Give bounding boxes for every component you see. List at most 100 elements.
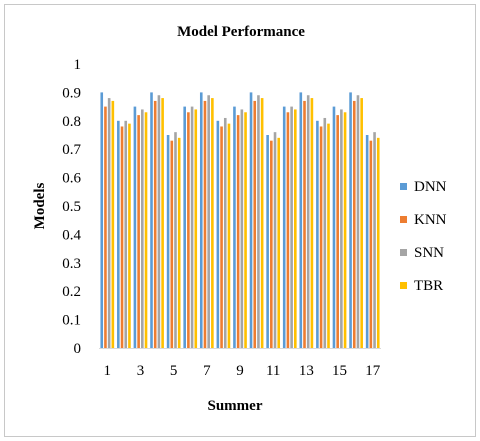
bar-tbr [111,100,115,348]
legend-swatch-knn [400,216,407,223]
bar-dnn [150,92,153,349]
bar-knn [170,140,174,348]
bar-snn [124,120,128,348]
legend-label-tbr: TBR [414,278,443,294]
bar-snn [107,98,111,348]
bar-snn [190,106,194,348]
bar-dnn [349,92,352,349]
bar-knn [104,106,107,348]
bar-snn [290,106,293,348]
bar-dnn [282,106,286,348]
bar-snn [323,117,327,349]
bar-tbr [343,112,347,348]
legend-label-knn: KNN [414,212,447,228]
y-tick-label: 0.2 [62,284,81,300]
bar-snn [223,117,227,349]
bar-knn [352,100,356,348]
y-tick-label: 1 [74,57,82,73]
chart-border [4,4,476,437]
bar-snn [306,95,310,349]
bar-tbr [310,98,314,348]
bar-dnn [166,135,170,348]
bar-knn [187,112,190,348]
bar-snn [373,132,376,348]
bar-tbr [376,137,380,348]
bar-dnn [183,106,186,348]
bar-dnn [133,106,137,348]
bar-knn [236,115,240,349]
bar-dnn [332,106,336,348]
x-tick-label: 5 [170,363,178,379]
bar-tbr [144,112,148,348]
bar-tbr [294,109,297,348]
bar-tbr [277,137,281,348]
legend-swatch-snn [400,249,407,256]
bar-knn [319,126,323,348]
bar-tbr [161,98,164,348]
y-axis-title: Models [32,183,48,230]
x-tick-label: 11 [266,363,280,379]
legend: DNN KNN SNN TBR [400,179,447,294]
bar-tbr [211,98,214,348]
y-tick-label: 0.6 [62,171,81,187]
bar-knn [153,100,157,348]
bar-knn [253,100,257,348]
bar-snn [207,95,210,349]
y-tick-label: 0.1 [62,313,81,329]
y-tick-label: 0 [74,341,82,357]
x-tick-label: 7 [203,363,211,379]
bar-dnn [299,92,303,349]
bar-dnn [249,92,253,349]
bar-knn [270,140,273,348]
bar-tbr [327,123,330,348]
bar-snn [273,132,277,348]
bar-snn [356,95,360,349]
bar-knn [203,100,207,348]
bar-tbr [244,112,247,348]
y-tick-label: 0.7 [62,142,81,158]
x-tick-label: 1 [104,363,112,379]
x-tick-label: 3 [137,363,145,379]
y-tick-label: 0.8 [62,114,81,130]
bar-tbr [360,98,363,348]
legend-label-snn: SNN [414,245,444,261]
bar-tbr [194,109,198,348]
y-tick-label: 0.5 [62,199,81,215]
bar-dnn [316,120,319,348]
plot-area: 00.10.20.30.40.50.60.70.80.911 3 5 7 9 11 13 15… [62,57,381,379]
bar-snn [240,109,244,348]
chart-title: Model Performance [177,24,305,40]
bar-tbr [260,98,264,348]
x-tick-label: 9 [236,363,244,379]
bar-snn [157,95,161,349]
x-tick-label: 17 [365,363,381,379]
legend-swatch-dnn [400,183,407,190]
bar-snn [174,132,177,348]
bar-dnn [117,120,120,348]
bar-knn [137,115,140,349]
bar-dnn [100,92,104,349]
y-tick-label: 0.9 [62,85,81,101]
bar-knn [120,126,124,348]
bar-dnn [199,92,203,349]
bar-tbr [177,137,181,348]
y-tick-label: 0.3 [62,256,81,272]
bar-tbr [128,123,131,348]
bar-dnn [266,135,269,348]
bar-dnn [365,135,369,348]
x-tick-label: 15 [332,363,347,379]
bar-snn [141,109,144,348]
bar-snn [257,95,260,349]
bar-knn [303,100,306,348]
bar-dnn [216,120,220,348]
bar-dnn [233,106,236,348]
bar-knn [369,140,373,348]
bar-tbr [227,123,231,348]
x-tick-label: 13 [299,363,314,379]
y-tick-label: 0.4 [62,227,81,243]
bar-snn [340,109,343,348]
bar-knn [286,112,290,348]
bar-knn [220,126,223,348]
